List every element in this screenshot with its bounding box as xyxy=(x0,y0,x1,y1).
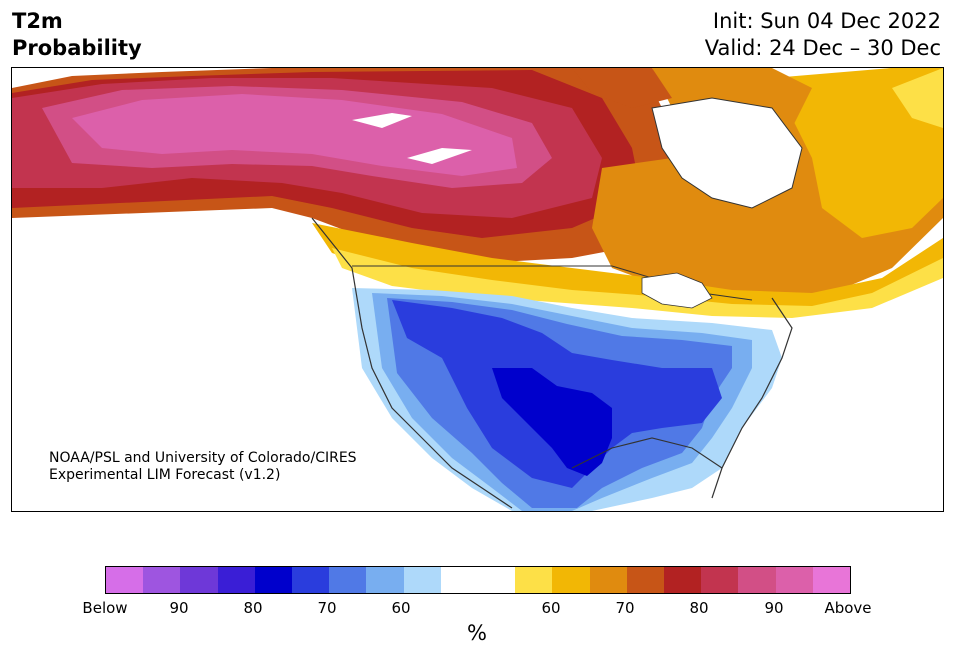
region-above-60-band xyxy=(332,248,943,318)
forecast-dates: Init: Sun 04 Dec 2022 Valid: 24 Dec – 30… xyxy=(705,8,941,62)
colorbar-tick-above: Above xyxy=(824,599,872,617)
region-below-80 xyxy=(492,368,612,476)
colorbar-tick-below-70: 70 xyxy=(317,599,337,617)
colorbar-swatch-5 xyxy=(292,567,330,593)
colorbar-swatch-3 xyxy=(217,567,255,593)
great-lakes xyxy=(641,272,713,309)
colorbar-tick-below-80: 80 xyxy=(243,599,263,617)
colorbar-tick-below-60: 60 xyxy=(391,599,411,617)
region-above-65-east xyxy=(772,68,943,238)
colorbar-swatch-7 xyxy=(366,567,404,593)
colorbar-swatch-13 xyxy=(589,567,627,593)
colorbar-swatch-4 xyxy=(254,567,293,593)
init-date: Init: Sun 04 Dec 2022 xyxy=(712,9,941,33)
colorbar-swatch-10 xyxy=(478,567,516,593)
region-above-strong xyxy=(72,94,517,176)
colorbar-swatch-16 xyxy=(701,567,739,593)
colorbar-swatch-19 xyxy=(812,567,851,593)
colorbar-swatch-0 xyxy=(106,567,144,593)
colorbar-swatch-6 xyxy=(329,567,367,593)
colorbar-swatch-1 xyxy=(143,567,181,593)
colorbar-swatch-15 xyxy=(664,567,702,593)
lake-white-2 xyxy=(407,148,472,164)
coastline-west xyxy=(311,217,513,509)
colorbar-tick-above-70: 70 xyxy=(615,599,635,617)
title-type: Probability xyxy=(12,36,142,60)
colorbar-tick-above-80: 80 xyxy=(689,599,709,617)
colorbar-swatch-8 xyxy=(403,567,441,593)
credit-line-2: Experimental LIM Forecast (v1.2) xyxy=(49,467,281,483)
lake-white-1 xyxy=(352,113,412,128)
colorbar-swatch-2 xyxy=(180,567,218,593)
credit-line-1: NOAA/PSL and University of Colorado/CIRE… xyxy=(49,450,357,466)
colorbar-tick-below-90: 90 xyxy=(169,599,189,617)
chart-title: T2m Probability xyxy=(12,8,142,62)
colorbar-swatch-17 xyxy=(738,567,776,593)
credit-text: NOAA/PSL and University of Colorado/CIRE… xyxy=(49,450,357,484)
colorbar-swatch-11 xyxy=(515,567,553,593)
colorbar-tick-above-90: 90 xyxy=(764,599,784,617)
region-above-60-greenland xyxy=(892,68,943,128)
colorbar-tick-below: Below xyxy=(82,599,128,617)
colorbar-unit: % xyxy=(467,621,487,645)
colorbar-tick-above-60: 60 xyxy=(541,599,561,617)
colorbar-swatch-18 xyxy=(775,567,813,593)
colorbar-swatch-14 xyxy=(626,567,665,593)
valid-range: Valid: 24 Dec – 30 Dec xyxy=(704,36,941,60)
forecast-map xyxy=(11,67,944,512)
map-svg xyxy=(12,68,943,511)
region-arctic-islands xyxy=(572,68,672,108)
coastline-gulf xyxy=(571,437,723,469)
hudson-bay xyxy=(651,97,803,209)
colorbar-swatch-12 xyxy=(552,567,590,593)
colorbar xyxy=(105,566,851,594)
title-variable: T2m xyxy=(12,9,63,33)
colorbar-swatch-9 xyxy=(440,567,479,593)
